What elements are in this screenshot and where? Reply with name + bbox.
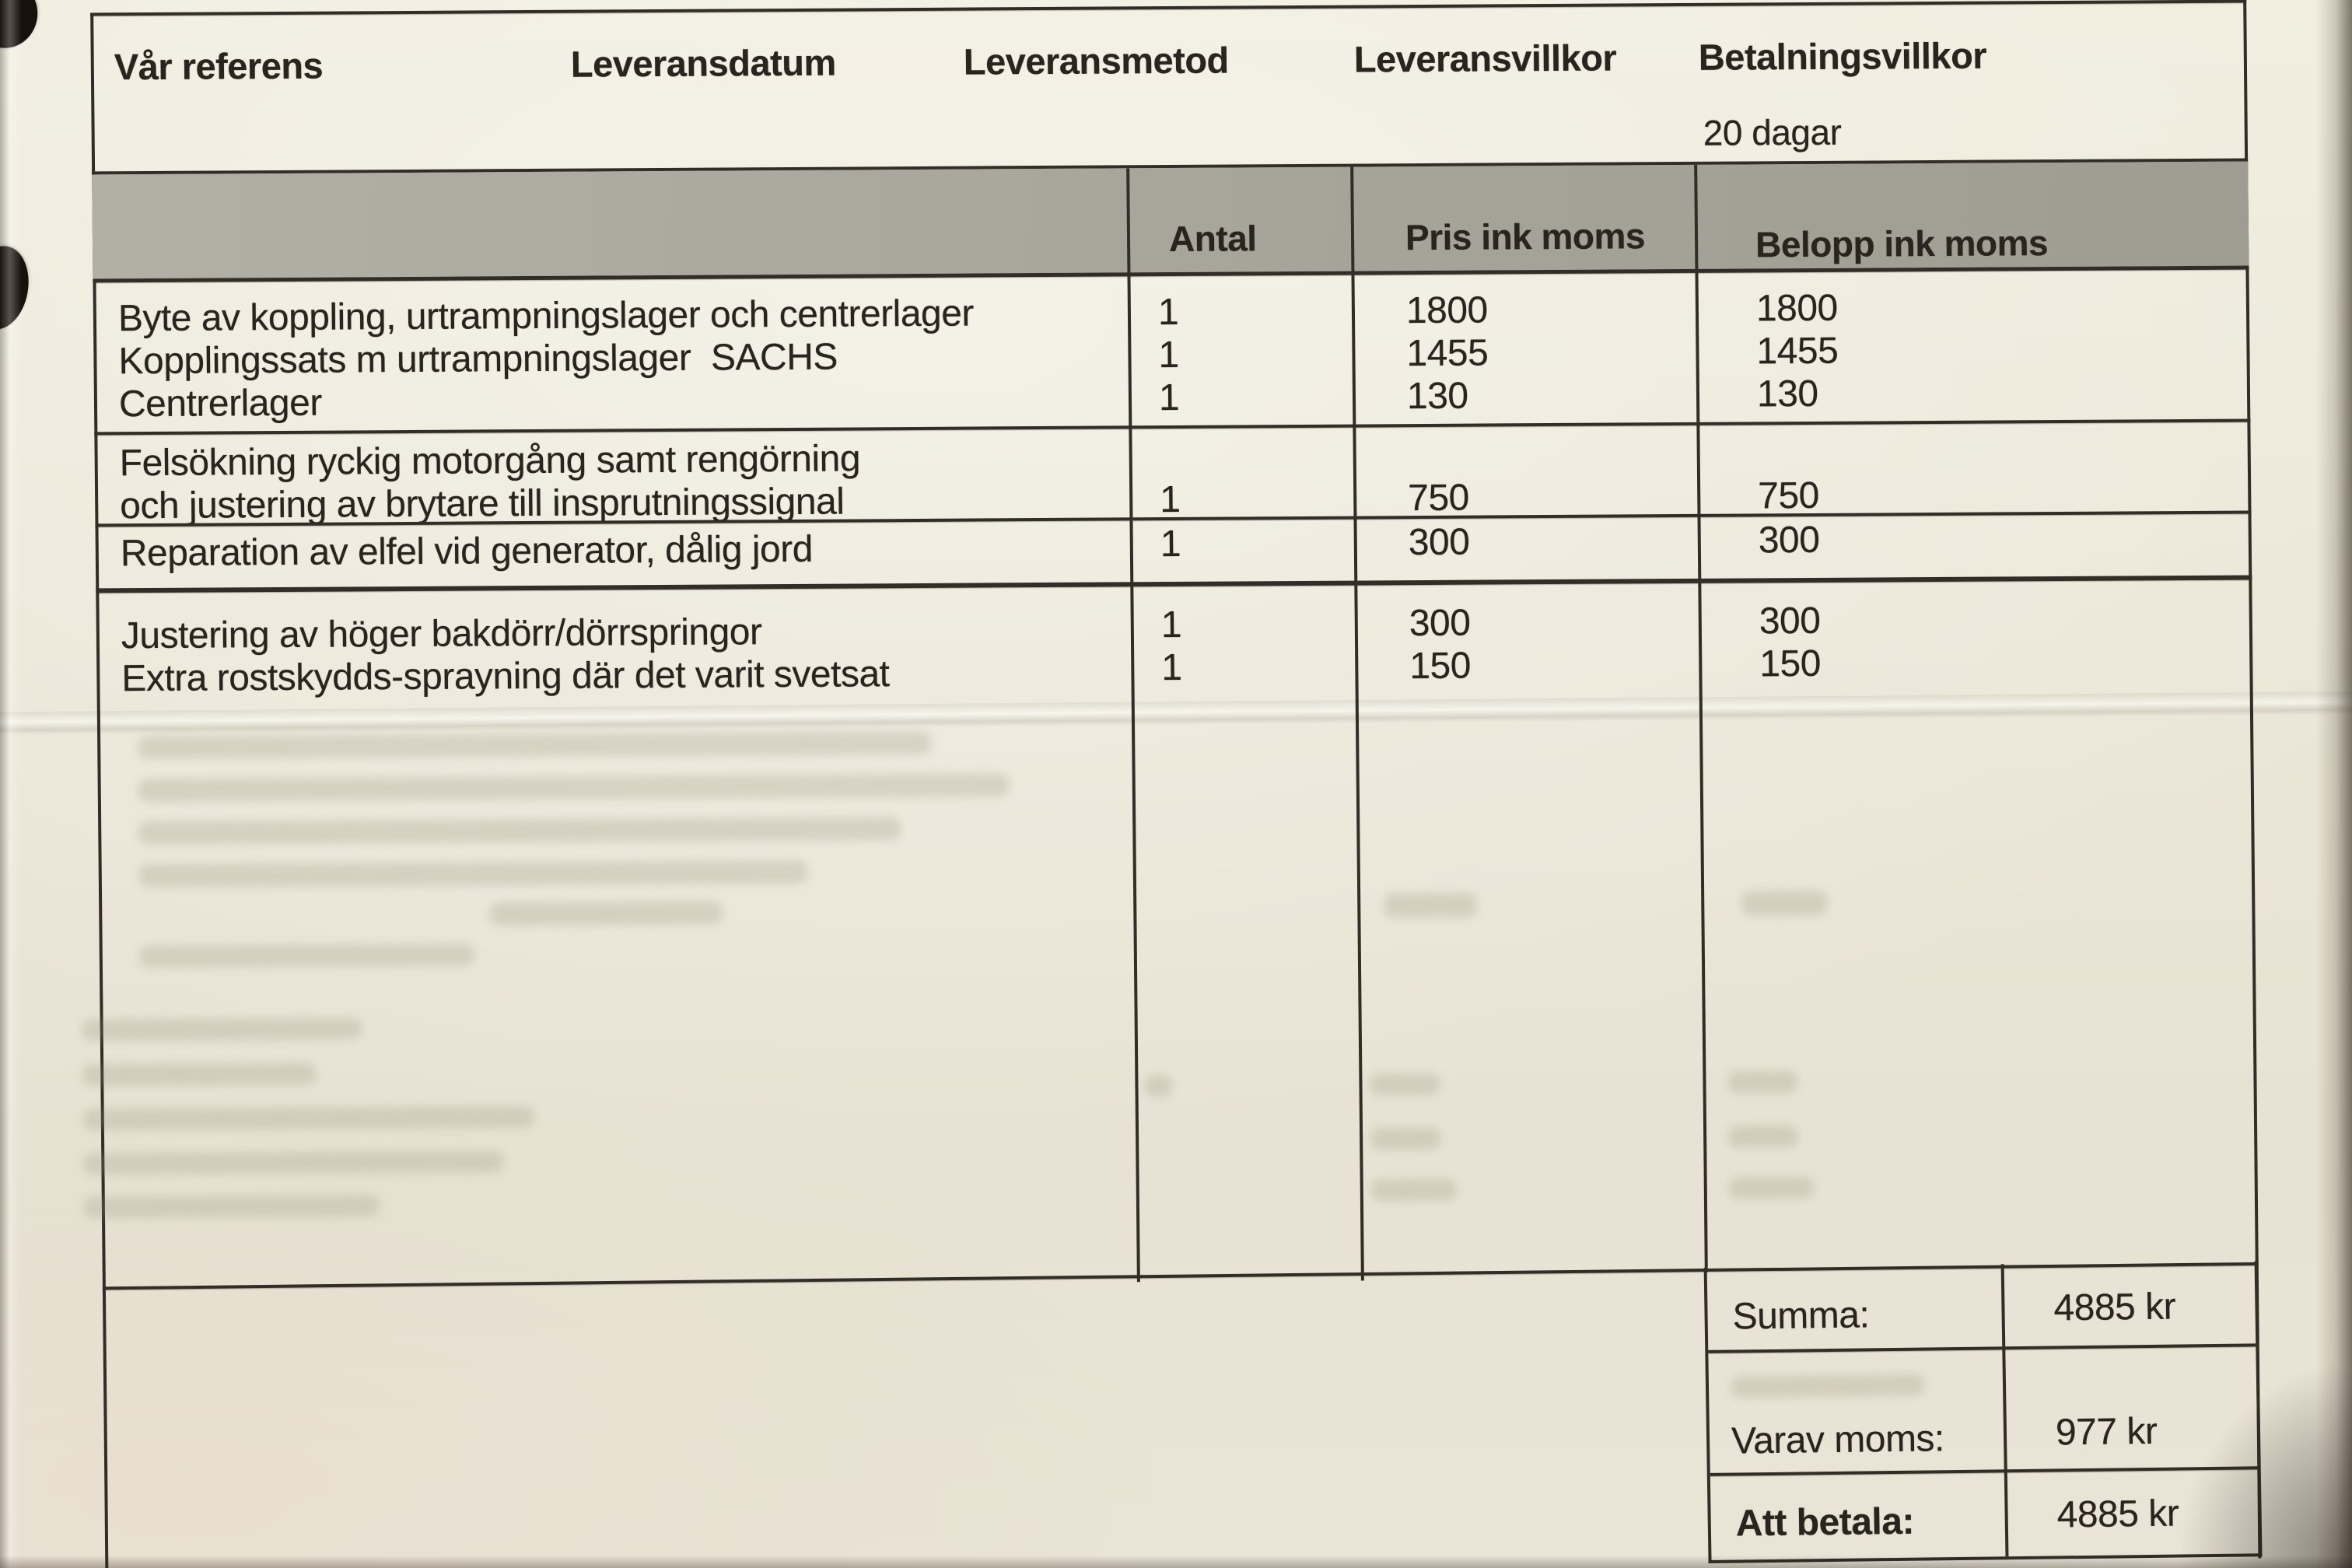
item-qty: 1 <box>1159 478 1181 521</box>
item-amount: 300 <box>1759 600 1821 642</box>
info-label-betalningsvillkor: Betalningsvillkor <box>1698 34 1987 78</box>
item-price: 750 <box>1407 477 1470 520</box>
row-separator <box>94 418 2251 436</box>
bleed-through-smudge <box>1384 892 1478 919</box>
bleed-through-smudge <box>83 1195 380 1219</box>
item-price: 150 <box>1409 645 1472 688</box>
paper-bottom-edge-shadow <box>0 1556 2352 1568</box>
summary-value-varav-moms: 977 kr <box>2055 1410 2158 1454</box>
item-amount: 150 <box>1759 642 1822 685</box>
item-qty: 1 <box>1161 646 1182 689</box>
summary-label-summa: Summa: <box>1732 1294 1870 1338</box>
bleed-through-smudge <box>1370 1127 1441 1150</box>
bleed-through-smudge <box>82 1017 362 1041</box>
summary-label-varav-moms: Varav moms: <box>1731 1418 1945 1462</box>
bleed-through-smudge <box>82 1105 534 1131</box>
item-price: 300 <box>1408 521 1470 564</box>
column-separator-pris <box>1350 166 1364 1281</box>
bleed-through-smudge <box>83 1150 504 1175</box>
bottom-right-corner-shadow <box>2181 1366 2352 1568</box>
item-price: 1800 <box>1405 289 1488 332</box>
item-qty: 1 <box>1160 523 1181 565</box>
info-label-leveransvillkor: Leveransvillkor <box>1353 37 1617 80</box>
col-header-pris: Pris ink moms <box>1405 215 1646 258</box>
bleed-through-smudge <box>138 859 808 888</box>
item-amount: 750 <box>1757 474 1820 517</box>
summary-mid-separator <box>2000 1264 2009 1557</box>
col-header-belopp: Belopp ink moms <box>1755 222 2049 265</box>
item-price: 130 <box>1406 375 1468 418</box>
bleed-through-smudge <box>138 730 932 760</box>
bleed-through-smudge <box>139 943 474 968</box>
bleed-through-smudge <box>1727 1071 1798 1094</box>
col-header-antal: Antal <box>1168 218 1257 260</box>
paper-right-edge-shadow <box>2316 0 2352 1568</box>
item-qty: 1 <box>1158 376 1180 419</box>
bleed-through-smudge <box>489 901 723 926</box>
info-label-leveransdatum: Leveransdatum <box>570 41 836 85</box>
column-separator-belopp <box>1694 164 1708 1272</box>
item-description: Extra rostskydds-sprayning där det varit… <box>121 653 890 700</box>
summary-label-att-betala: Att betala: <box>1735 1500 1915 1545</box>
summary-row-separator <box>1710 1466 2258 1476</box>
summary-value-att-betala: 4885 kr <box>2056 1493 2179 1536</box>
bleed-through-smudge <box>1741 890 1828 916</box>
item-qty: 1 <box>1160 604 1182 646</box>
bleed-through-smudge <box>1728 1176 1815 1199</box>
bleed-through-smudge <box>138 817 901 845</box>
bleed-through-smudge <box>1730 1374 1926 1398</box>
item-price: 1455 <box>1406 332 1489 375</box>
item-qty: 1 <box>1158 334 1179 376</box>
bleed-through-smudge <box>1728 1125 1799 1148</box>
row-separator <box>96 575 2252 593</box>
item-amount: 1455 <box>1756 330 1839 373</box>
item-description: Centrerlager <box>118 382 323 425</box>
item-description: Reparation av elfel vid generator, dålig… <box>120 528 814 575</box>
bleed-through-smudge <box>1370 1178 1457 1202</box>
bleed-through-smudge <box>1144 1074 1173 1097</box>
info-label-var-referens: Vår referens <box>114 44 324 88</box>
bleed-through-smudge <box>1370 1073 1440 1096</box>
bleed-through-smudge <box>138 773 1010 803</box>
item-price: 300 <box>1409 602 1471 645</box>
paper-left-edge-shadow <box>0 0 22 1568</box>
item-amount: 130 <box>1756 373 1818 415</box>
column-separator-antal <box>1126 168 1140 1283</box>
info-label-leveransmetod: Leveransmetod <box>963 39 1229 82</box>
item-description: Byte av koppling, urtrampningslager och … <box>117 292 975 340</box>
item-description: Kopplingssats m urtrampningslager SACHS <box>118 336 838 383</box>
item-qty: 1 <box>1157 291 1179 334</box>
betalningsvillkor-value: 20 dagar <box>1703 111 1842 153</box>
bleed-through-smudge <box>82 1062 317 1087</box>
item-amount: 1800 <box>1755 287 1838 330</box>
summary-row-separator <box>1708 1343 2256 1353</box>
summary-value-summa: 4885 kr <box>2053 1286 2176 1329</box>
summary-box: Summa: 4885 kr Varav moms: 977 kr Att be… <box>1703 1261 2263 1563</box>
item-description: Felsökning ryckig motorgång samt rengörn… <box>119 438 861 485</box>
item-description: Justering av höger bakdörr/dörrspringor <box>121 611 762 657</box>
item-amount: 300 <box>1758 519 1820 562</box>
